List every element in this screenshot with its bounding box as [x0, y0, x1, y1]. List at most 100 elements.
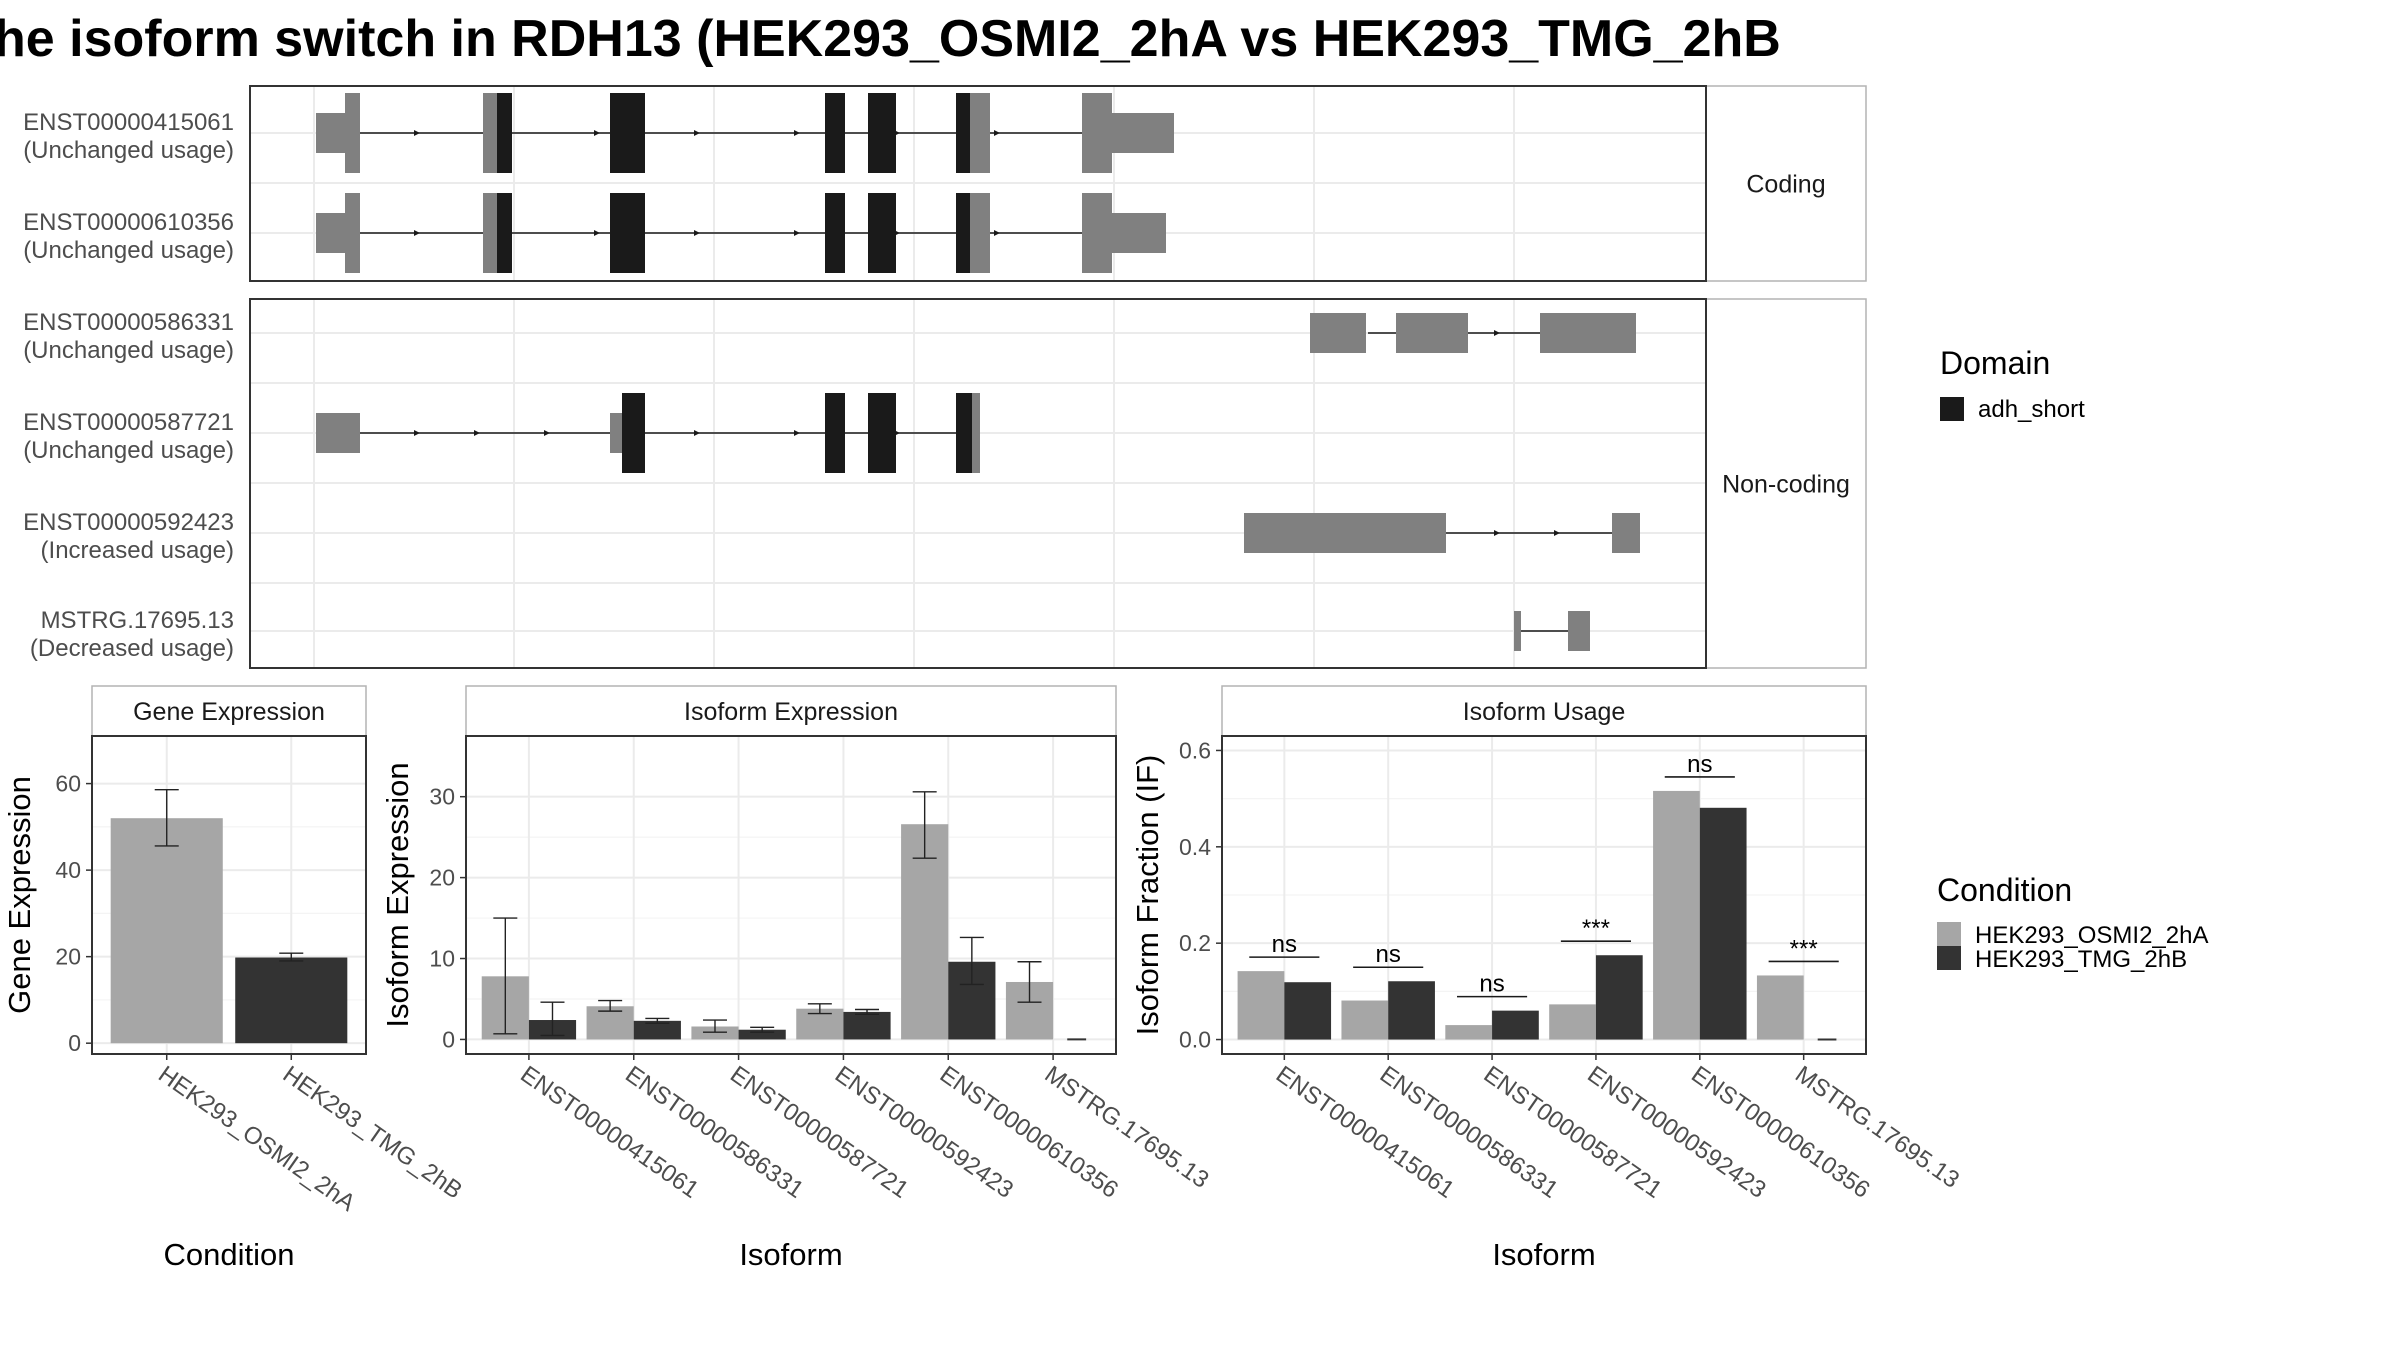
bar [1549, 1004, 1596, 1040]
bar [1388, 981, 1435, 1040]
strand-arrow [994, 230, 1000, 236]
transcript-model: ENST00000415061(Unchanged usage) [23, 93, 1174, 173]
cds-domain-block [868, 193, 896, 273]
bar [1595, 955, 1643, 1040]
bar [843, 1011, 891, 1040]
exon-block [1514, 611, 1521, 651]
x-tick-label: ENST00000610356 [1686, 1061, 1874, 1204]
bar [1492, 1010, 1539, 1040]
y-tick-label: 30 [429, 784, 455, 810]
bar [901, 824, 949, 1040]
exon-block [1540, 313, 1636, 353]
y-tick-label: 40 [55, 857, 81, 883]
panel-strip [465, 685, 1117, 737]
x-tick-label: ENST00000415061 [515, 1061, 703, 1204]
bar [1341, 1000, 1389, 1040]
y-tick-label: 0.6 [1179, 737, 1211, 763]
significance-label: ns [1687, 751, 1712, 778]
exon-block [1310, 313, 1366, 353]
x-tick-label: ENST00000586331 [1375, 1061, 1563, 1204]
exon-block [483, 93, 497, 173]
exon-block [970, 93, 990, 173]
x-tick-label: ENST00000586331 [620, 1061, 808, 1204]
strand-arrow [794, 130, 800, 136]
panel-border [1221, 735, 1867, 1055]
exon-block [1082, 193, 1112, 273]
transcript-id-label: ENST00000415061 [23, 109, 234, 136]
panel-title: Isoform Usage [1463, 698, 1626, 726]
exon-block [610, 413, 622, 453]
transcript-usage-label: (Unchanged usage) [23, 337, 234, 364]
y-tick-label: 0.4 [1179, 834, 1211, 860]
bar [235, 957, 348, 1044]
legend-title: Condition [1937, 872, 2072, 908]
x-axis-title: Isoform [1492, 1237, 1595, 1272]
panel-title: Gene Expression [133, 698, 325, 726]
cds-domain-block [622, 393, 645, 473]
panel-border [465, 735, 1117, 1055]
chart-panel-2: Isoform Expression 0 10 20 30 ENST00000415061… [380, 685, 1214, 1272]
transcript-usage-label: (Decreased usage) [30, 635, 234, 662]
x-axis-title: Isoform [739, 1237, 842, 1272]
cds-domain-block [497, 193, 512, 273]
cds-domain-block [956, 93, 970, 173]
exon-block [1612, 513, 1640, 553]
strand-arrow [694, 130, 700, 136]
y-tick-label: 20 [55, 944, 81, 970]
legend-key [1937, 922, 1961, 946]
bar [633, 1020, 681, 1040]
strand-arrow [1494, 330, 1500, 336]
exon-block [483, 193, 497, 273]
y-tick-label: 0 [442, 1026, 455, 1052]
transcript-id-label: ENST00000586331 [23, 309, 234, 336]
bar [738, 1029, 786, 1040]
facet-border [249, 85, 1707, 282]
y-tick-label: 60 [55, 771, 81, 797]
x-axis-title: Condition [164, 1237, 295, 1272]
figure-title: he isoform switch in RDH13 (HEK293_OSMI2… [0, 10, 1781, 68]
x-tick-label: ENST00000415061 [1271, 1061, 1459, 1204]
chart-panel-3: Isoform Usage ns ns ns *** ns *** 0.0 0.2 0.4 0.6 E… [1130, 685, 1964, 1272]
exon-block [1082, 93, 1112, 173]
transcript-model: ENST00000592423(Increased usage) [23, 509, 1640, 564]
transcript-id-label: ENST00000592423 [23, 509, 234, 536]
panel-border [91, 735, 367, 1055]
strand-arrow [544, 430, 550, 436]
cds-domain-block [956, 393, 972, 473]
exon-block [1112, 113, 1174, 153]
facet-border [249, 298, 1707, 669]
strand-arrow [994, 130, 1000, 136]
bar [1237, 971, 1285, 1040]
bar [110, 818, 223, 1044]
transcript-usage-label: (Unchanged usage) [23, 237, 234, 264]
bar [691, 1026, 739, 1040]
transcript-model: ENST00000610356(Unchanged usage) [23, 193, 1166, 273]
x-tick-label: ENST00000610356 [935, 1061, 1123, 1204]
facet-strip [1705, 85, 1867, 282]
strand-arrow [414, 430, 420, 436]
facet-strip [1705, 298, 1867, 669]
legend-label: HEK293_TMG_2hB [1975, 946, 2187, 973]
transcript-model: ENST00000587721(Unchanged usage) [23, 393, 980, 473]
y-axis-title: Isoform Fraction (IF) [1130, 755, 1165, 1036]
exon-block [1568, 611, 1590, 651]
significance-label: ns [1479, 971, 1504, 998]
exon-block [345, 193, 360, 273]
x-tick-label: ENST00000592423 [830, 1061, 1018, 1204]
bar [1445, 1025, 1493, 1040]
cds-domain-block [825, 193, 845, 273]
strand-arrow [474, 430, 480, 436]
cds-domain-block [868, 393, 896, 473]
strand-arrow [414, 130, 420, 136]
transcript-usage-label: (Increased usage) [41, 537, 234, 564]
strand-arrow [794, 430, 800, 436]
cds-domain-block [825, 93, 845, 173]
significance-label: ns [1272, 931, 1297, 958]
bar [1699, 807, 1747, 1040]
bar [1756, 975, 1804, 1040]
cds-domain-block [956, 193, 970, 273]
legend-label: HEK293_OSMI2_2hA [1975, 922, 2208, 949]
